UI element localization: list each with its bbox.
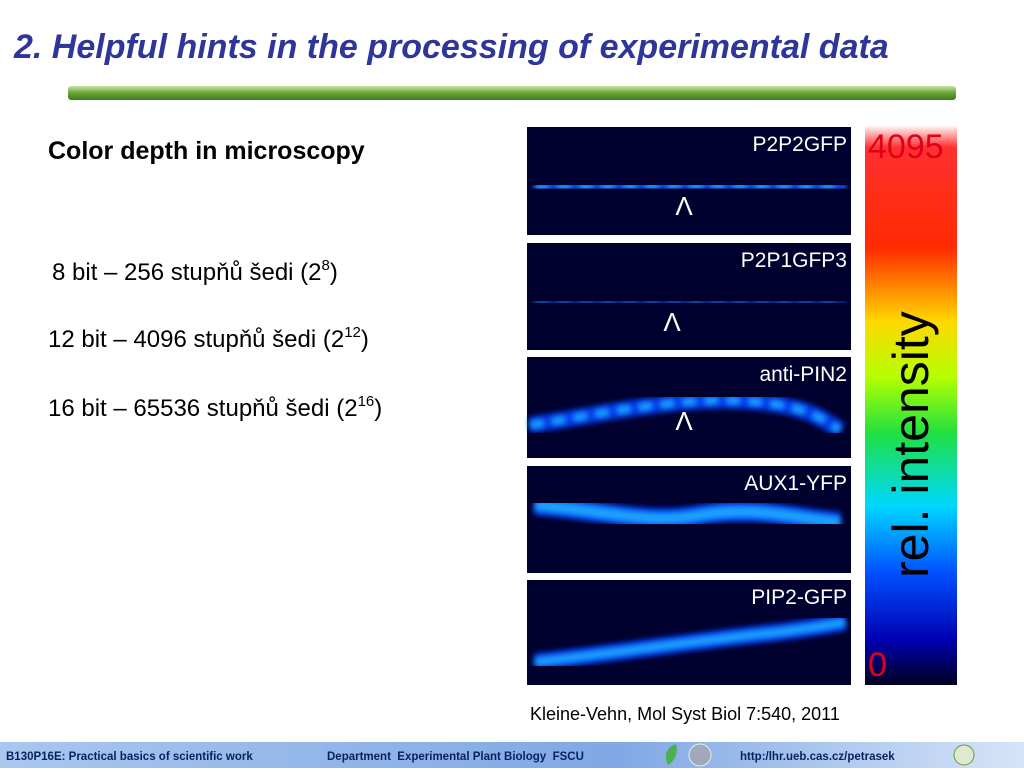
footer-url: http:/lhr.ueb.cas.cz/petrasek [740,751,895,763]
scale-min: 0 [868,646,887,684]
exponent: 16 [358,393,375,410]
bracket: ) [330,259,338,286]
bracket: ) [361,326,369,353]
bullet-text: 16 bit – 65536 stupňů šedi (2 [48,395,358,422]
exponent: 8 [322,257,330,274]
footer-department: Department Experimental Plant Biology FS… [327,751,584,763]
bullet: 12 bit – 4096 stupňů šedi (212) [48,324,369,353]
footer-course: B130P16E: Practical basics of scientific… [6,751,253,763]
title-rule [68,86,956,100]
panel-label: PIP2-GFP [751,586,847,609]
panel-marker: Λ [663,307,681,337]
bracket: ) [374,395,382,422]
panel-label: P2P1GFP3 [741,249,847,272]
panel-marker: Λ [675,406,693,436]
panel-label: P2P2GFP [752,133,847,156]
slide-title: 2. Helpful hints in the processing of ex… [13,28,889,66]
logo-seal [689,744,711,766]
exponent: 12 [344,324,361,341]
scale-label: rel. intensity [883,311,939,578]
bullet: 16 bit – 65536 stupňů šedi (216) [48,393,382,422]
scale-max: 4095 [868,128,944,166]
bullet: 8 bit – 256 stupňů šedi (28) [52,257,338,286]
panel-marker: Λ [675,191,693,221]
citation: Kleine-Vehn, Mol Syst Biol 7:540, 2011 [530,704,840,724]
panel-label: anti-PIN2 [759,363,847,386]
subtitle: Color depth in microscopy [48,137,365,165]
bullet-text: 12 bit – 4096 stupňů šedi (2 [48,326,344,353]
logo-plant [954,745,974,765]
panel-label: AUX1-YFP [744,472,847,495]
bullet-text: 8 bit – 256 stupňů šedi (2 [52,259,322,286]
